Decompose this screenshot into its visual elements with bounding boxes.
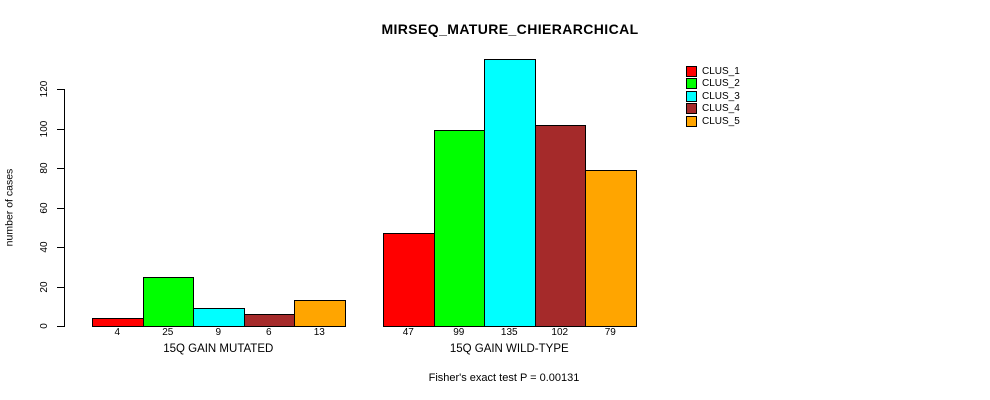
y-axis-line xyxy=(64,89,65,327)
legend-label: CLUS_4 xyxy=(702,103,740,115)
legend-label: CLUS_1 xyxy=(702,65,740,77)
y-tick-label: 20 xyxy=(39,280,50,293)
y-tick-label: 60 xyxy=(39,201,50,214)
bar-value-label: 9 xyxy=(215,327,222,338)
legend-label: CLUS_5 xyxy=(702,115,740,127)
bar-clus_5-group2 xyxy=(585,169,637,327)
y-tick-mark xyxy=(57,168,64,169)
legend-label: CLUS_3 xyxy=(702,90,740,102)
y-tick-mark xyxy=(57,326,64,327)
y-tick-mark xyxy=(57,286,64,288)
bar-clus_4-group2 xyxy=(534,124,586,327)
legend-item-clus_2: CLUS_2 xyxy=(686,78,740,91)
bar-clus_3-group1 xyxy=(193,308,245,327)
legend-item-clus_1: CLUS_1 xyxy=(686,65,740,78)
group-label: 15Q GAIN WILD-TYPE xyxy=(449,343,569,355)
bar-clus_4-group1 xyxy=(243,314,295,327)
y-tick-label: 80 xyxy=(39,162,50,174)
y-tick-label: 100 xyxy=(39,120,50,137)
y-tick-mark xyxy=(57,128,64,130)
legend-item-clus_3: CLUS_3 xyxy=(686,90,740,103)
y-tick-mark xyxy=(57,247,64,248)
annotation-text: Fisher's exact test P = 0.00131 xyxy=(428,372,580,384)
legend-item-clus_5: CLUS_5 xyxy=(686,115,740,128)
bar-clus_2-group1 xyxy=(142,276,194,327)
legend: CLUS_1 CLUS_2 CLUS_3 CLUS_4 CLUS_5 xyxy=(686,65,740,128)
legend-swatch-icon xyxy=(686,65,697,77)
bar-value-label: 25 xyxy=(162,327,174,338)
group-label: 15Q GAIN MUTATED xyxy=(163,343,274,355)
y-tick-label: 0 xyxy=(39,323,50,329)
legend-label: CLUS_2 xyxy=(702,78,740,90)
y-tick-label: 40 xyxy=(39,241,50,253)
bar-value-label: 4 xyxy=(114,327,121,338)
bar-value-label: 99 xyxy=(453,327,465,338)
y-tick-label: 120 xyxy=(39,80,50,98)
legend-swatch-icon xyxy=(686,103,697,115)
bar-value-label: 13 xyxy=(313,327,325,338)
bar-value-label: 6 xyxy=(265,327,272,338)
bar-clus_2-group2 xyxy=(433,130,485,327)
bar-clus_1-group1 xyxy=(92,318,144,327)
bar-value-label: 102 xyxy=(551,327,569,338)
y-tick-mark xyxy=(57,207,64,209)
bar-value-label: 135 xyxy=(500,327,518,338)
chart-title: MIRSEQ_MATURE_CHIERARCHICAL xyxy=(381,21,639,37)
bar-clus_3-group2 xyxy=(484,59,536,327)
legend-item-clus_4: CLUS_4 xyxy=(686,103,740,116)
bar-clus_1-group2 xyxy=(383,233,435,327)
bar-clus_5-group1 xyxy=(294,300,346,327)
legend-swatch-icon xyxy=(686,78,697,90)
legend-swatch-icon xyxy=(686,115,697,127)
legend-swatch-icon xyxy=(686,90,697,102)
bar-value-label: 79 xyxy=(604,327,616,338)
y-axis-label: number of cases xyxy=(3,168,16,247)
y-tick-mark xyxy=(57,89,64,90)
bar-value-label: 47 xyxy=(402,327,414,338)
